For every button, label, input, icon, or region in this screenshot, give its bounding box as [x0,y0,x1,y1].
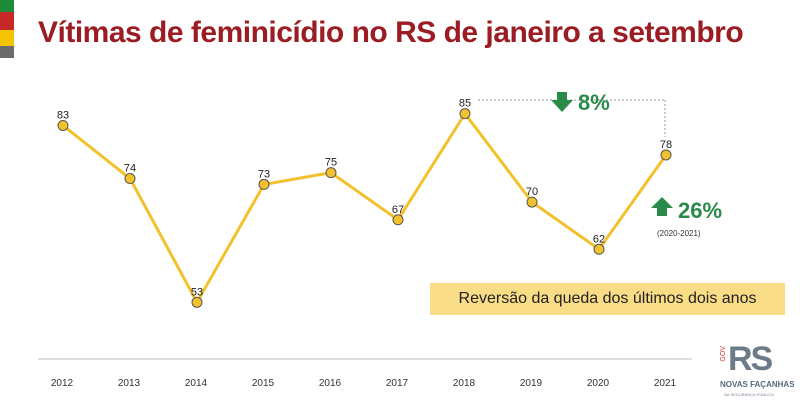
logo-subtitle: NA SEGURANÇA PÚBLICA [724,392,774,397]
logo-gov-text: GOV [720,346,727,362]
x-tick-2019: 2019 [520,378,543,389]
change-up-label: 26% [678,198,722,223]
data-label-2020: 62 [593,233,605,245]
data-label-2015: 73 [258,168,270,180]
data-label-2014: 53 [191,286,203,298]
data-points [57,108,672,308]
logo-slogan: NOVAS FAÇANHAS [720,380,795,389]
x-tick-2018: 2018 [453,378,476,389]
x-tick-2012: 2012 [51,378,74,389]
chart-title: Vítimas de feminicídio no RS de janeiro … [38,16,744,49]
data-label-2012: 83 [57,109,69,121]
data-labels: 83 74 53 73 75 67 85 70 62 78 [57,98,672,299]
x-tick-2013: 2013 [118,378,141,389]
series-line [62,112,668,304]
data-point-2019 [526,196,538,208]
logo-rs-text: RS [728,340,773,378]
x-tick-2014: 2014 [185,378,208,389]
x-tick-2015: 2015 [252,378,275,389]
data-point-2020 [593,243,605,255]
arrow-down-icon [551,92,573,112]
change-down-label: 8% [578,90,610,115]
data-point-2013 [124,173,136,185]
data-point-2012 [57,119,69,131]
data-label-2016: 75 [325,157,337,169]
x-tick-labels: 2012 2013 2014 2015 2016 2017 2018 2019 2020 2021 [51,378,677,389]
data-label-2013: 74 [124,163,136,175]
data-point-2018 [459,108,471,120]
x-tick-2020: 2020 [587,378,610,389]
data-label-2019: 70 [526,186,538,198]
banner-text: Reversão da queda dos últimos dois anos [458,290,757,307]
data-label-2017: 67 [392,204,404,216]
data-point-2017 [392,214,404,226]
arrow-up-icon [651,197,673,216]
change-up-period: (2020-2021) [657,229,701,238]
data-point-2021 [660,149,672,161]
x-tick-2021: 2021 [654,378,677,389]
data-label-2018: 85 [459,98,471,110]
reversal-banner: Reversão da queda dos últimos dois anos [430,283,785,315]
data-point-2015 [258,178,270,190]
data-label-2021: 78 [660,139,672,151]
data-point-2014 [191,296,203,308]
data-point-2016 [325,167,337,179]
x-tick-2017: 2017 [386,378,409,389]
government-logo: GOV RS NOVAS FAÇANHAS NA SEGURANÇA PÚBLI… [718,340,795,406]
x-tick-2016: 2016 [319,378,342,389]
flag-stripes [0,0,14,58]
